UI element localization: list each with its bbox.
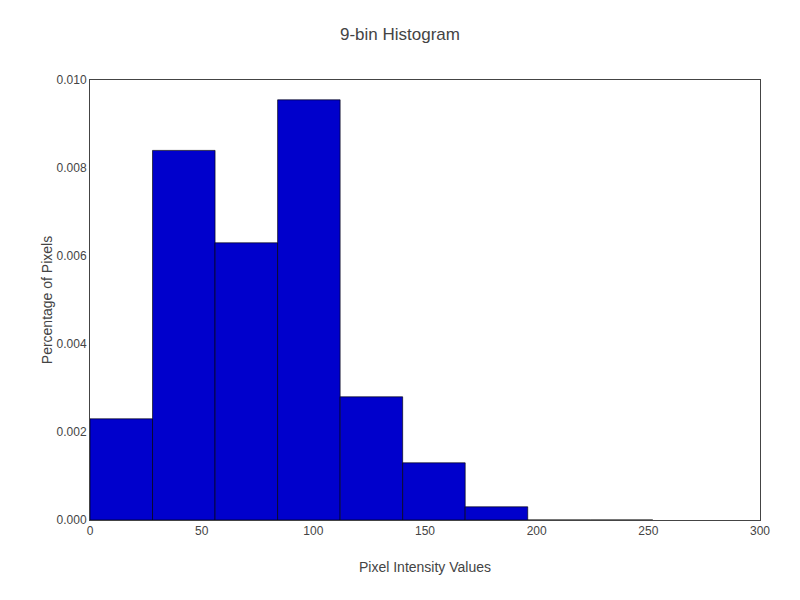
svg-text:50: 50	[195, 524, 209, 538]
svg-text:Pixel Intensity Values: Pixel Intensity Values	[359, 559, 491, 575]
svg-text:0.006: 0.006	[57, 249, 87, 263]
svg-text:0.004: 0.004	[57, 337, 87, 351]
svg-text:150: 150	[415, 524, 435, 538]
svg-text:0.000: 0.000	[57, 513, 87, 527]
svg-text:0.010: 0.010	[57, 73, 87, 87]
svg-text:0.008: 0.008	[57, 161, 87, 175]
svg-text:200: 200	[527, 524, 547, 538]
svg-text:0: 0	[87, 524, 94, 538]
svg-text:0.002: 0.002	[57, 425, 87, 439]
svg-text:9-bin Histogram: 9-bin Histogram	[340, 25, 460, 44]
svg-text:100: 100	[303, 524, 323, 538]
svg-text:Percentage of Pixels: Percentage of Pixels	[39, 236, 55, 364]
svg-text:300: 300	[750, 524, 770, 538]
svg-text:250: 250	[638, 524, 658, 538]
